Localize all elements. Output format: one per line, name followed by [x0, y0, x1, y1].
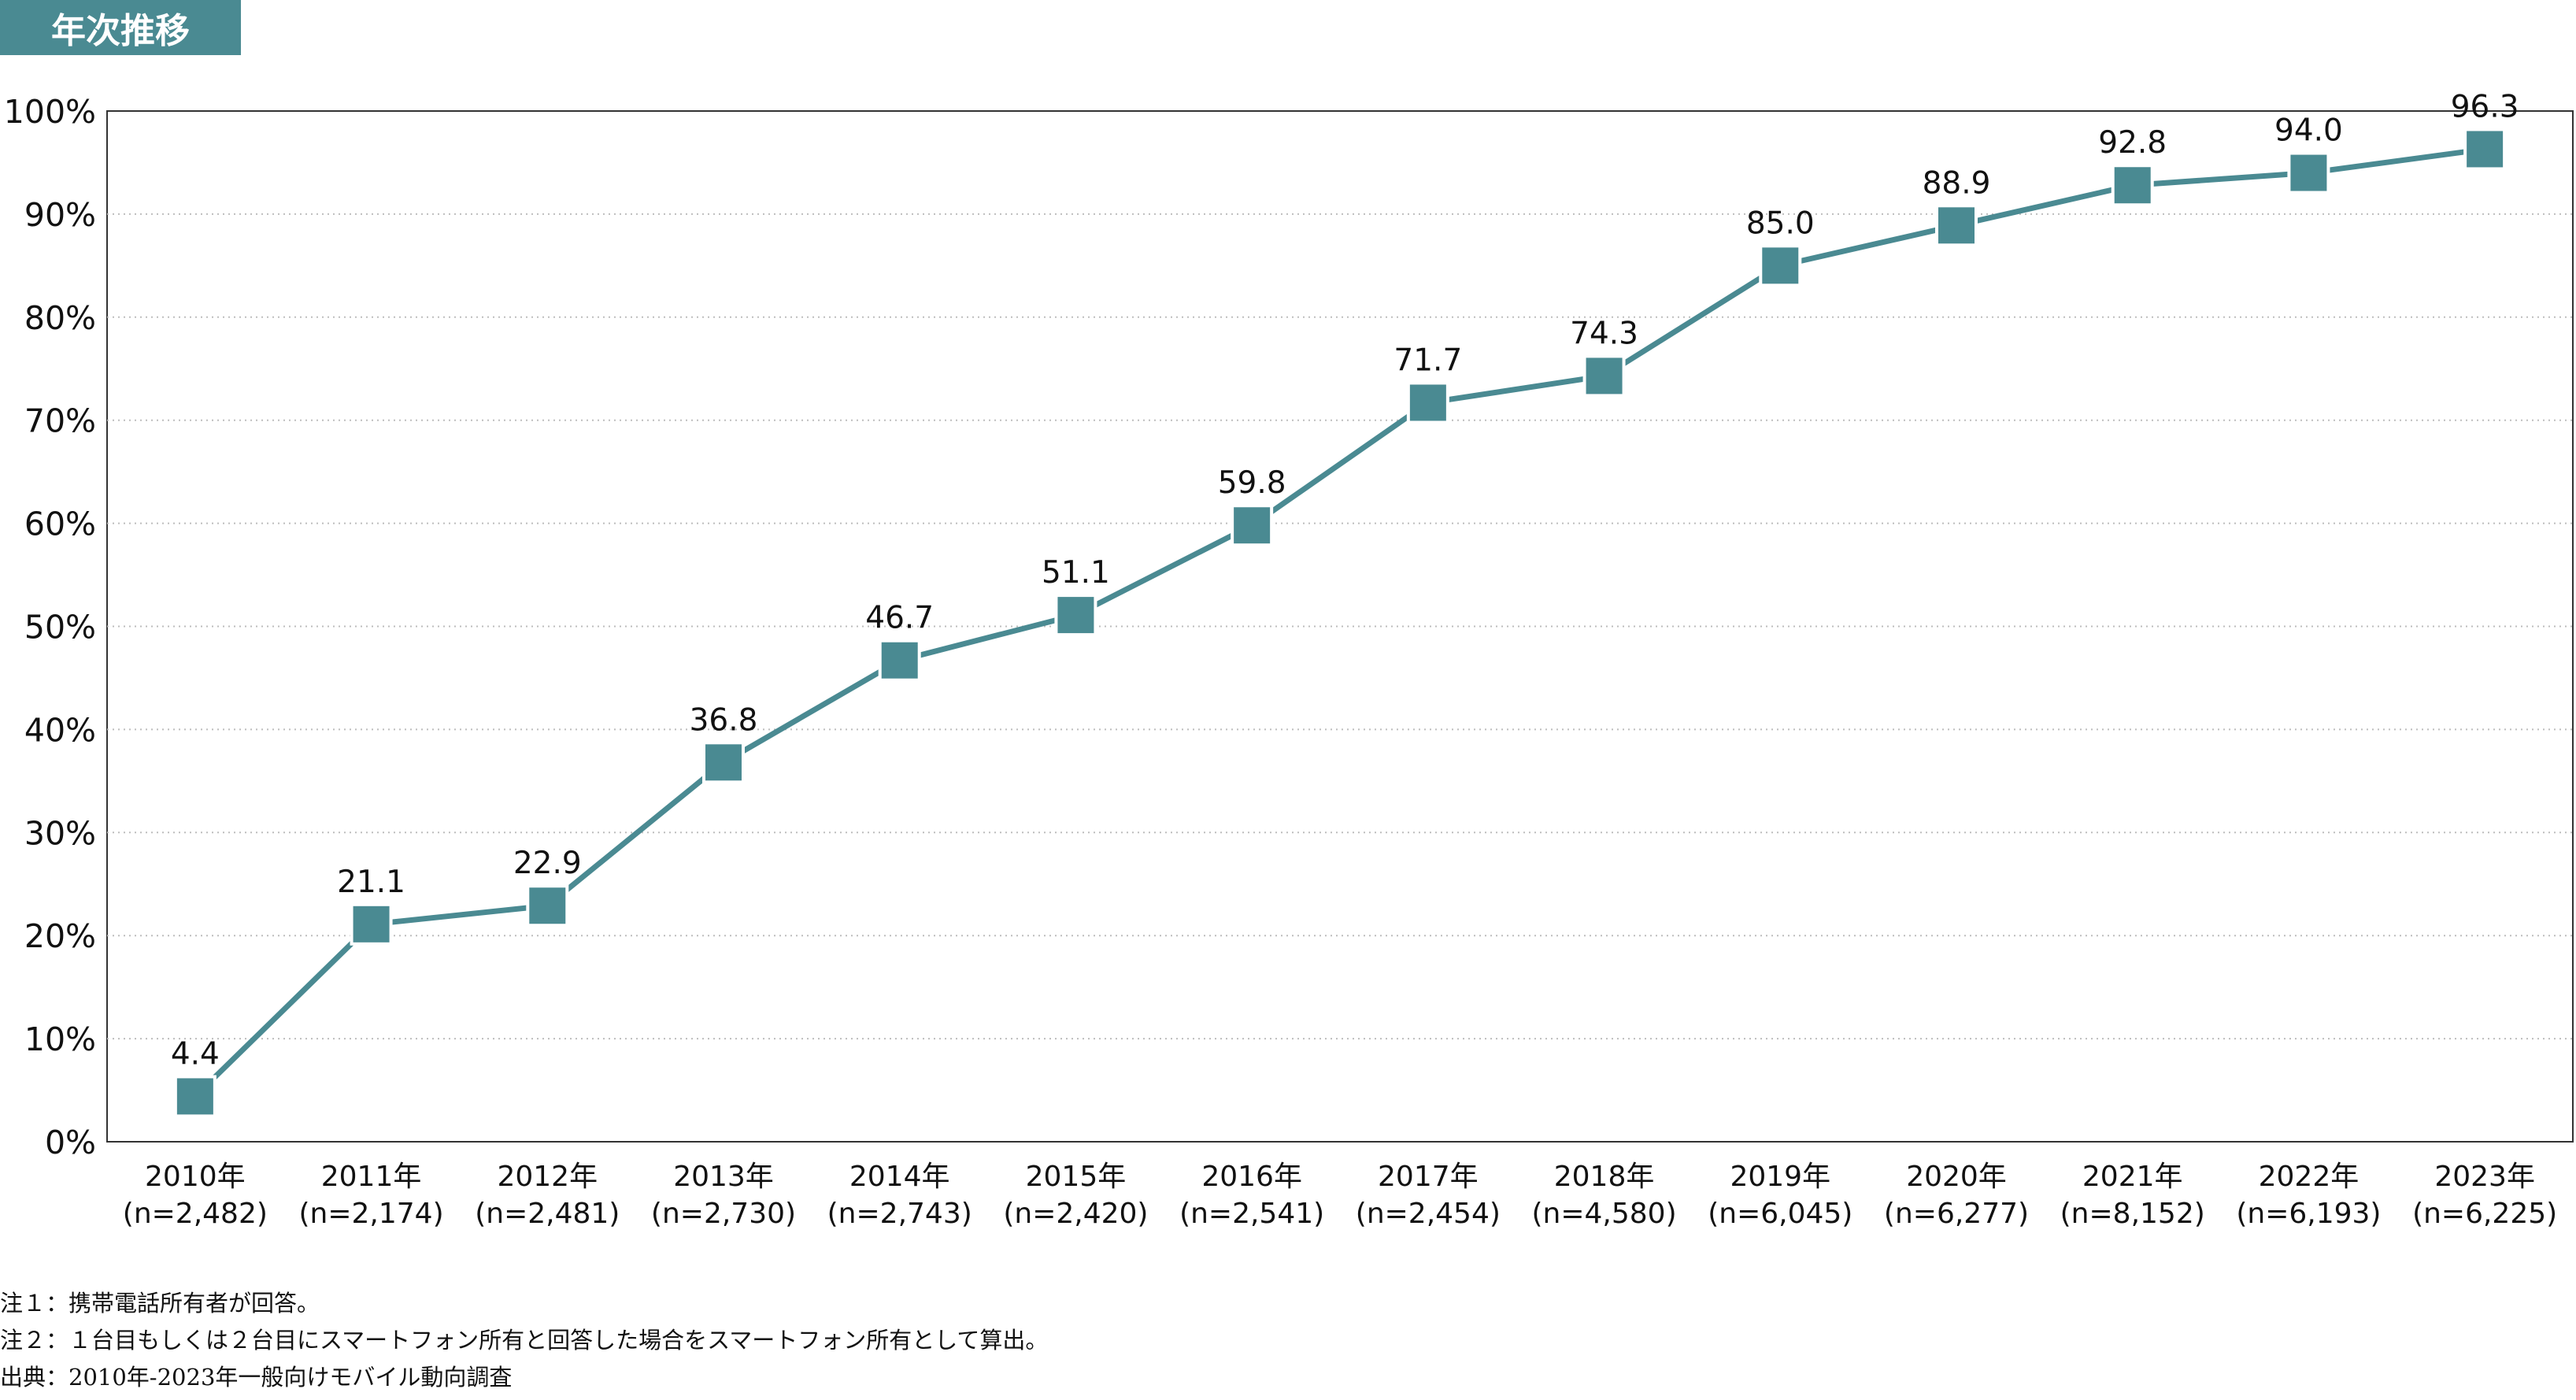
- chart-title: 年次推移: [51, 11, 190, 51]
- x-sample-size-label: (n=6,225): [2412, 1198, 2557, 1230]
- y-tick-label: 90%: [24, 196, 96, 234]
- source-note: 出典：2010年-2023年一般向けモバイル動向調査: [0, 1364, 513, 1391]
- x-sample-size-label: (n=2,454): [1356, 1198, 1501, 1230]
- data-value-label: 4.4: [171, 1036, 220, 1072]
- data-value-label: 21.1: [337, 865, 405, 900]
- data-value-label: 92.8: [2098, 125, 2167, 161]
- x-sample-size-label: (n=2,730): [651, 1198, 796, 1230]
- data-value-label: 46.7: [865, 601, 934, 636]
- x-sample-size-label: (n=2,481): [475, 1198, 620, 1230]
- x-sample-size-label: (n=8,152): [2060, 1198, 2205, 1230]
- y-tick-label: 10%: [24, 1020, 96, 1058]
- x-tick-label: 2022年: [2259, 1161, 2359, 1193]
- data-point-marker: [173, 1075, 217, 1118]
- y-tick-label: 70%: [24, 402, 96, 440]
- y-tick-label: 20%: [24, 917, 96, 955]
- data-value-label: 88.9: [1923, 165, 1991, 201]
- x-tick-label: 2023年: [2434, 1161, 2535, 1193]
- data-point-marker: [1406, 381, 1449, 424]
- data-value-label: 74.3: [1570, 316, 1638, 351]
- y-tick-label: 100%: [4, 93, 96, 131]
- x-sample-size-label: (n=6,193): [2236, 1198, 2381, 1230]
- data-point-marker: [1935, 204, 1978, 247]
- x-tick-label: 2017年: [1378, 1161, 1479, 1193]
- footnotes: 注１：携帯電話所有者が回答。 注２：１台目もしくは２台目にスマートフォン所有と回…: [0, 1285, 2519, 1396]
- footnote-1: 注１：携帯電話所有者が回答。: [0, 1290, 320, 1317]
- data-point-marker: [1054, 594, 1097, 637]
- x-tick-label: 2018年: [1554, 1161, 1655, 1193]
- x-tick-label: 2012年: [497, 1161, 598, 1193]
- data-point-marker: [1759, 244, 1802, 287]
- data-point-marker: [702, 741, 745, 784]
- y-tick-label: 30%: [24, 814, 96, 852]
- footnote-2: 注２：１台目もしくは２台目にスマートフォン所有と回答した場合をスマートフォン所有…: [0, 1327, 1049, 1354]
- data-point-marker: [2111, 164, 2154, 207]
- y-tick-label: 60%: [24, 506, 96, 543]
- x-tick-label: 2015年: [1026, 1161, 1127, 1193]
- data-point-marker: [2463, 128, 2507, 171]
- y-tick-label: 80%: [24, 299, 96, 337]
- chart-title-badge: 年次推移: [0, 0, 241, 55]
- x-sample-size-label: (n=2,743): [827, 1198, 972, 1230]
- series-line: [193, 146, 2485, 1098]
- x-tick-label: 2016年: [1201, 1161, 1302, 1193]
- data-point-marker: [878, 639, 921, 682]
- x-tick-label: 2021年: [2082, 1161, 2183, 1193]
- x-tick-label: 2011年: [321, 1161, 422, 1193]
- x-sample-size-label: (n=2,174): [299, 1198, 444, 1230]
- data-point-marker: [2287, 151, 2330, 194]
- y-tick-label: 50%: [24, 609, 96, 646]
- y-tick-label: 40%: [24, 711, 96, 749]
- data-value-label: 59.8: [1218, 465, 1286, 501]
- x-sample-size-label: (n=6,045): [1708, 1198, 1852, 1230]
- data-point-marker: [1582, 354, 1626, 398]
- x-sample-size-label: (n=2,420): [1003, 1198, 1148, 1230]
- x-tick-label: 2013年: [673, 1161, 774, 1193]
- data-value-label: 51.1: [1042, 555, 1110, 591]
- data-point-marker: [1231, 504, 1274, 547]
- x-sample-size-label: (n=6,277): [1884, 1198, 2029, 1230]
- data-value-label: 22.9: [513, 846, 582, 881]
- data-value-label: 36.8: [690, 702, 758, 738]
- data-value-label: 96.3: [2451, 89, 2519, 124]
- x-tick-label: 2010年: [145, 1161, 246, 1193]
- data-point-marker: [526, 884, 569, 928]
- data-value-label: 85.0: [1746, 206, 1815, 241]
- x-tick-label: 2019年: [1730, 1161, 1830, 1193]
- x-tick-label: 2020年: [1906, 1161, 2007, 1193]
- x-sample-size-label: (n=2,541): [1179, 1198, 1324, 1230]
- x-sample-size-label: (n=2,482): [123, 1198, 268, 1230]
- x-sample-size-label: (n=4,580): [1532, 1198, 1677, 1230]
- x-tick-label: 2014年: [849, 1161, 950, 1193]
- data-point-marker: [350, 902, 393, 946]
- y-tick-label: 0%: [45, 1124, 96, 1161]
- data-value-label: 71.7: [1393, 343, 1462, 378]
- data-value-label: 94.0: [2274, 113, 2343, 149]
